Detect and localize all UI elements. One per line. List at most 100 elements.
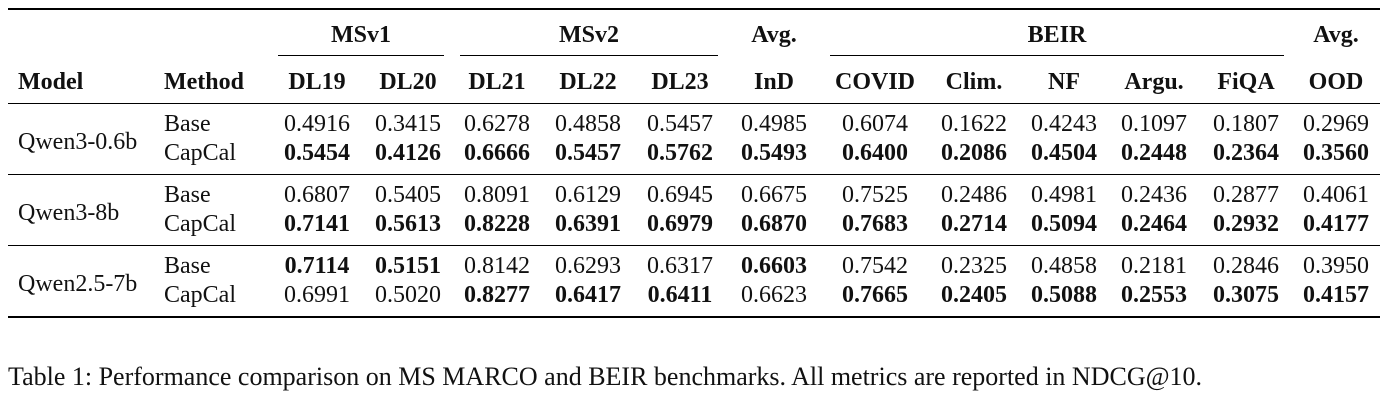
- group-label-msv1: MSv1: [331, 22, 391, 48]
- score-cell: 0.5454: [284, 140, 350, 166]
- group-spacer: [160, 9, 270, 61]
- model-name-cell: Qwen2.5-7b: [18, 270, 138, 297]
- score-cell: 0.3075: [1213, 282, 1279, 308]
- table-row: Qwen3-0.6b Base 0.4916 0.3415 0.6278 0.4858 0.…: [8, 103, 1381, 155]
- score-cell: 0.7525: [842, 182, 908, 208]
- score-cell: 0.8142: [464, 253, 530, 279]
- score-cell: 0.2405: [941, 282, 1007, 308]
- score-cell: 0.6293: [555, 253, 621, 279]
- column-header-covid: COVID: [834, 68, 915, 95]
- score-cell: 0.6391: [555, 211, 621, 237]
- group-header-avg-ind: Avg.: [726, 9, 822, 61]
- score-cell: 0.2553: [1121, 282, 1187, 308]
- results-table: MSv1 MSv2 Avg. BEIR Avg.: [8, 8, 1381, 318]
- column-header-fiqa: FiQA: [1217, 68, 1275, 95]
- score-cell: 0.5020: [375, 282, 441, 308]
- group-label-beir: BEIR: [1027, 22, 1087, 48]
- column-header-ind: InD: [753, 68, 795, 95]
- table-caption: Table 1: Performance comparison on MS MA…: [8, 362, 1203, 391]
- score-cell: 0.6666: [464, 140, 530, 166]
- group-underline-msv2: [460, 55, 718, 56]
- score-cell: 0.5151: [375, 253, 441, 279]
- score-cell: 0.5405: [375, 182, 441, 208]
- table-row: Qwen3-8b Base 0.6807 0.5405 0.8091 0.6129 0.69…: [8, 174, 1381, 226]
- group-underline-spacer: [1300, 55, 1372, 56]
- model-name-cell: Qwen3-0.6b: [18, 128, 138, 155]
- group-label-avg-ind: Avg.: [751, 22, 797, 48]
- method-cell: CapCal: [164, 140, 236, 166]
- method-cell: Base: [164, 253, 211, 279]
- group-underline-msv1: [278, 55, 444, 56]
- model-name-cell: Qwen3-8b: [18, 199, 120, 226]
- score-cell: 0.3560: [1303, 140, 1370, 166]
- score-cell: 0.2846: [1213, 253, 1279, 279]
- column-header-argu: Argu.: [1124, 68, 1184, 95]
- method-cell: CapCal: [164, 282, 236, 308]
- score-cell: 0.6074: [842, 111, 908, 137]
- group-label-msv2: MSv2: [559, 22, 619, 48]
- group-header-msv2: MSv2: [452, 9, 726, 61]
- score-cell: 0.4157: [1303, 282, 1370, 308]
- score-cell: 0.2448: [1121, 140, 1187, 166]
- score-cell: 0.6870: [741, 211, 807, 237]
- score-cell: 0.4858: [1031, 253, 1097, 279]
- score-cell: 0.2932: [1213, 211, 1279, 237]
- score-cell: 0.2364: [1213, 140, 1279, 166]
- score-cell: 0.2086: [941, 140, 1007, 166]
- method-cell: CapCal: [164, 211, 236, 237]
- column-header-dl20: DL20: [379, 68, 437, 95]
- score-cell: 0.3950: [1303, 253, 1370, 279]
- column-header-row: Model Method DL19 DL20 DL21 DL22 DL23 In…: [8, 61, 1380, 104]
- score-cell: 0.2464: [1121, 211, 1187, 237]
- score-cell: 0.6675: [741, 182, 807, 208]
- method-cell: Base: [164, 111, 211, 137]
- score-cell: 0.4916: [284, 111, 350, 137]
- score-cell: 0.6317: [647, 253, 713, 279]
- score-cell: 0.2486: [941, 182, 1007, 208]
- score-cell: 0.6991: [284, 282, 350, 308]
- score-cell: 0.6807: [284, 182, 350, 208]
- column-header-dl21: DL21: [468, 68, 526, 95]
- score-cell: 0.4504: [1031, 140, 1097, 166]
- column-header-clim: Clim.: [945, 68, 1003, 95]
- score-cell: 0.4243: [1031, 111, 1097, 137]
- method-cell: Base: [164, 182, 211, 208]
- score-cell: 0.6278: [464, 111, 530, 137]
- results-table-container: MSv1 MSv2 Avg. BEIR Avg.: [8, 8, 1381, 318]
- score-cell: 0.2714: [941, 211, 1007, 237]
- score-cell: 0.8277: [464, 282, 530, 308]
- score-cell: 0.5457: [555, 140, 621, 166]
- score-cell: 0.2181: [1121, 253, 1187, 279]
- score-cell: 0.1622: [941, 111, 1007, 137]
- column-header-ood: OOD: [1308, 68, 1364, 95]
- score-cell: 0.7683: [842, 211, 908, 237]
- column-header-dl19: DL19: [288, 68, 346, 95]
- table-row: CapCal 0.5454 0.4126 0.6666 0.5457 0.5762 0.54…: [8, 139, 1380, 175]
- column-header-dl22: DL22: [559, 68, 617, 95]
- column-header-method: Method: [164, 68, 244, 95]
- score-cell: 0.6411: [647, 282, 713, 308]
- score-cell: 0.1097: [1121, 111, 1187, 137]
- score-cell: 0.5457: [647, 111, 713, 137]
- group-label-avg-ood: Avg.: [1313, 22, 1359, 48]
- score-cell: 0.4177: [1303, 211, 1370, 237]
- score-cell: 0.6979: [647, 211, 713, 237]
- score-cell: 0.4061: [1303, 182, 1370, 208]
- score-cell: 0.2877: [1213, 182, 1279, 208]
- group-header-msv1: MSv1: [270, 9, 452, 61]
- column-header-model: Model: [18, 68, 84, 95]
- score-cell: 0.5613: [375, 211, 441, 237]
- score-cell: 0.4858: [555, 111, 621, 137]
- score-cell: 0.6603: [741, 253, 807, 279]
- score-cell: 0.6129: [555, 182, 621, 208]
- score-cell: 0.2436: [1121, 182, 1187, 208]
- table-row: CapCal 0.6991 0.5020 0.8277 0.6417 0.6411 0.66…: [8, 281, 1381, 317]
- group-header-beir: BEIR: [822, 9, 1292, 61]
- score-cell: 0.7542: [842, 253, 908, 279]
- score-cell: 0.7141: [284, 211, 350, 237]
- score-cell: 0.7665: [842, 282, 908, 308]
- score-cell: 0.4981: [1031, 182, 1097, 208]
- score-cell: 0.7114: [284, 253, 350, 279]
- score-cell: 0.6400: [842, 140, 908, 166]
- score-cell: 0.5088: [1031, 282, 1097, 308]
